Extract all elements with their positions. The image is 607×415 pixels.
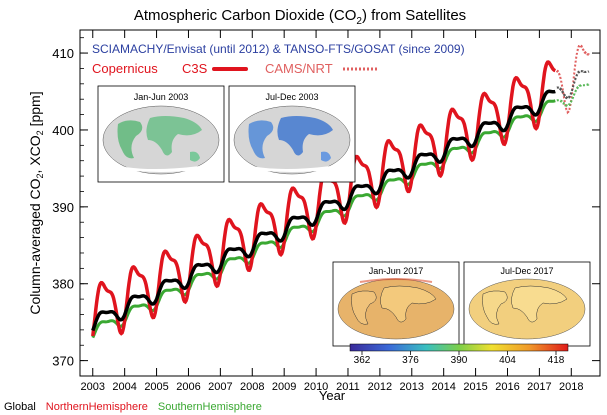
series-cams-nrt-global [556, 70, 590, 100]
colorbar-tick-label: 418 [548, 355, 565, 366]
map-inset-jan-jun-2017: Jan-Jun 2017 [332, 261, 460, 347]
x-tick-label: 2004 [112, 381, 136, 393]
y-axis-label: Column-averaged CO2, XCO2 [ppm] [27, 91, 45, 314]
y-tick-label: 370 [52, 354, 74, 369]
x-axis-label: Year [319, 388, 346, 403]
x-tick-label: 2006 [176, 381, 200, 393]
map-inset-jul-dec-2003: Jul-Dec 2003 [228, 85, 356, 183]
map-title: Jan-Jun 2003 [134, 92, 189, 102]
x-tick-label: 2008 [240, 381, 264, 393]
series-southern-hemisphere [91, 99, 556, 339]
legend-item: SouthernHemisphere [158, 401, 262, 413]
plot-frame [79, 29, 601, 377]
x-tick-label: 2014 [431, 381, 455, 393]
x-tick-label: 2018 [559, 381, 583, 393]
series-cams-nrt-southern [556, 83, 590, 107]
chart-title: Atmospheric Carbon Dioxide (CO2) from Sa… [134, 7, 466, 27]
x-tick-label: 2009 [272, 381, 296, 393]
x-tick-label: 2003 [81, 381, 105, 393]
x-tick-label: 2013 [400, 381, 424, 393]
cams-label: CAMS/NRT [265, 61, 333, 76]
y-tick-label: 410 [52, 46, 74, 61]
colorbar-tick-label: 376 [402, 355, 419, 366]
map-inset-jul-dec-2017: Jul-Dec 2017 [463, 261, 591, 347]
colorbar [349, 343, 569, 352]
x-tick-label: 2010 [304, 381, 328, 393]
x-tick-label: 2015 [463, 381, 487, 393]
map-title: Jul-Dec 2003 [265, 92, 318, 102]
y-tick-label: 380 [52, 277, 74, 292]
x-tick-label: 2007 [208, 381, 232, 393]
instrument-info: SCIAMACHY/Envisat (until 2012) & TANSO-F… [92, 42, 465, 56]
x-tick-label: 2005 [144, 381, 168, 393]
x-tick-label: 2017 [527, 381, 551, 393]
x-tick-label: 2012 [368, 381, 392, 393]
map-title: Jul-Dec 2017 [500, 266, 553, 276]
y-axis: 370 380 390 400 410 [52, 37, 600, 377]
y-tick-label: 400 [52, 123, 74, 138]
x-tick-label: 2011 [336, 381, 360, 393]
x-axis: 2003 2004 2005 2006 2007 2008 2009 2010 2011 2012… [81, 30, 584, 393]
colorbar-tick-label: 404 [499, 355, 516, 366]
bottom-legend: Global NorthernHemisphere SouthernHemisphe… [4, 401, 262, 413]
legend-item: Global [4, 401, 36, 413]
y-tick-label: 390 [52, 200, 74, 215]
c3s-label: C3S [182, 61, 208, 76]
colorbar-tick-label: 390 [451, 355, 468, 366]
legend-item: NorthernHemisphere [46, 401, 148, 413]
colorbar-ticks: 362 376 390 404 418 [354, 351, 565, 366]
x-tick-label: 2016 [495, 381, 519, 393]
series-global [91, 89, 556, 332]
colorbar-tick-label: 362 [354, 355, 371, 366]
map-title: Jan-Jun 2017 [369, 266, 424, 276]
map-inset-jan-jun-2003: Jan-Jun 2003 [97, 85, 225, 183]
copernicus-label: Copernicus [92, 61, 158, 76]
series-cams-nrt-northern [556, 44, 590, 115]
